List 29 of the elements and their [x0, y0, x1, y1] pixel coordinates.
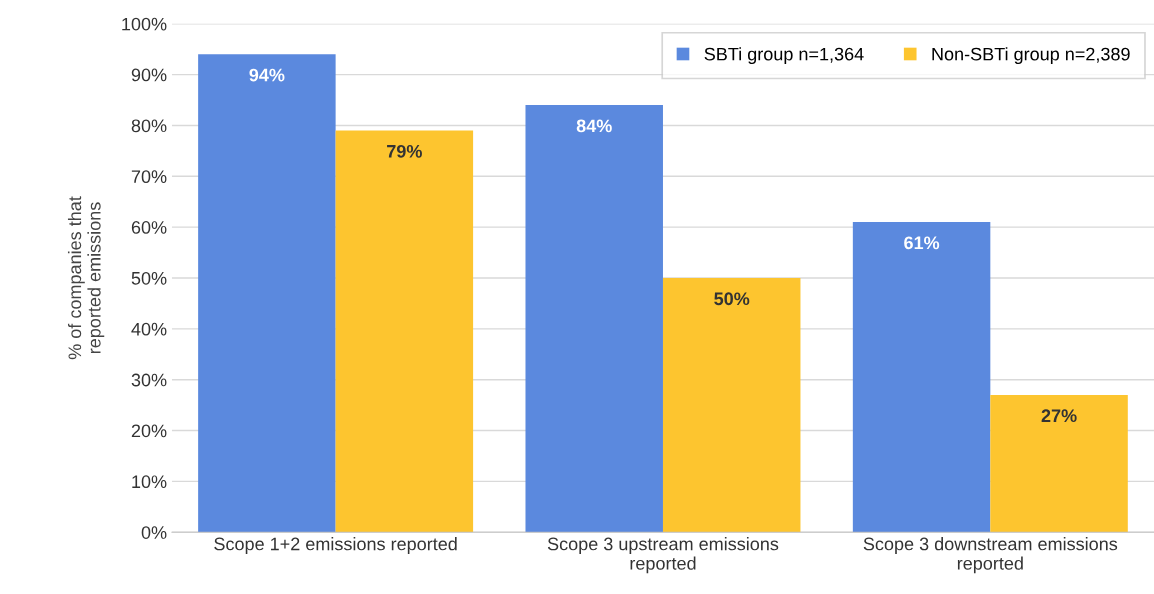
- y-tick-label: 50%: [131, 271, 167, 285]
- x-tick-label: Scope 1+2 emissions reported: [214, 537, 457, 554]
- y-tick-label: 90%: [131, 68, 167, 82]
- bar: [335, 130, 474, 533]
- y-tick-label: 40%: [131, 322, 167, 336]
- y-tick-label: 60%: [131, 221, 167, 234]
- y-tick-label: 70%: [131, 170, 167, 184]
- bar: [662, 277, 801, 533]
- data-label: 27%: [1041, 409, 1077, 423]
- legend-label: Non-SBTi group n=2,389: [932, 47, 1130, 65]
- data-label: 50%: [714, 292, 750, 306]
- data-label: 79%: [387, 144, 422, 158]
- data-label: 61%: [904, 236, 940, 250]
- y-axis-title: % of companies that reported emissions: [67, 196, 105, 360]
- y-tick-label: 10%: [132, 475, 167, 489]
- bar: [990, 394, 1128, 533]
- x-tick-label: Scope 3 upstream emissions reported: [547, 537, 779, 574]
- data-label: 94%: [249, 68, 285, 82]
- data-label: 84%: [576, 119, 612, 133]
- bar: [198, 54, 336, 533]
- x-tick-label: Scope 3 downstream emissions reported: [863, 537, 1118, 574]
- bar: [525, 105, 663, 533]
- y-tick-label: 0%: [141, 526, 167, 539]
- y-tick-label: 30%: [131, 373, 167, 387]
- legend-label: SBTi group n=1,364: [704, 47, 864, 65]
- bar: [852, 222, 991, 533]
- y-tick-label: 80%: [131, 119, 167, 133]
- y-tick-label: 20%: [131, 424, 167, 438]
- y-tick-label: 100%: [122, 17, 167, 31]
